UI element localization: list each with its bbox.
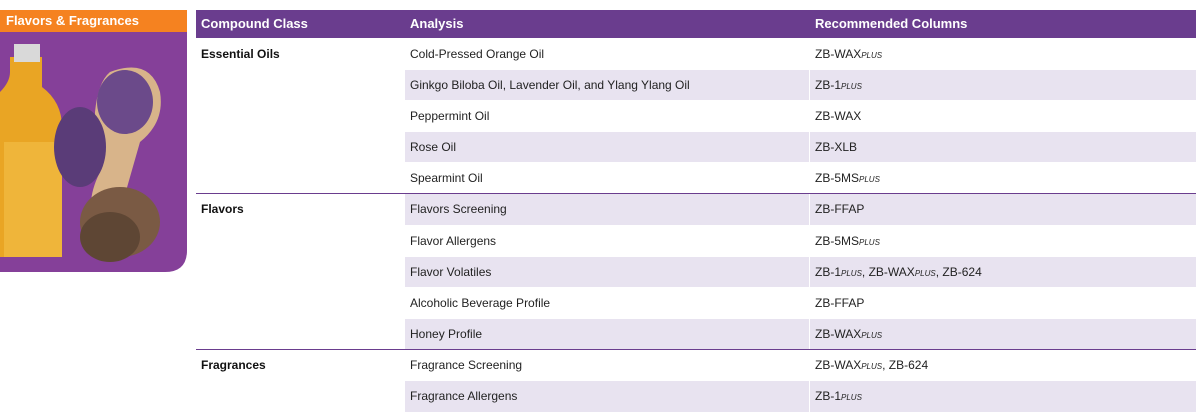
columns-cell: ZB-WAX [810,101,1196,131]
columns-cell: ZB-1PLUS [810,70,1196,100]
column-name: ZB-5MS [815,234,859,248]
analysis-cell: Flavor Volatiles [405,257,809,287]
column-name: ZB-FFAP [815,202,864,216]
analysis-cell: Honey Profile [405,319,809,349]
analysis-cell: Fragrance Screening [405,350,809,380]
column-name: ZB-WAX [815,109,861,123]
columns-text: ZB-XLB [815,140,857,154]
column-header: Recommended Columns [810,10,1196,38]
column-name: ZB-WAX [815,358,861,372]
column-header: Compound Class [196,10,405,38]
columns-cell: ZB-1PLUS [810,381,1196,411]
photo [0,32,187,272]
analysis-cell: Spearmint Oil [405,163,809,193]
columns-text: ZB-WAX [815,109,861,123]
columns-text: ZB-WAXPLUS, ZB-624 [815,358,928,372]
columns-text: ZB-5MSPLUS [815,234,880,248]
plus-suffix: PLUS [841,82,862,91]
page: Flavors & Fragrances Compound ClassAnaly… [0,0,1204,412]
analysis-cell: Alcoholic Beverage Profile [405,288,809,318]
compound-class: Essential Oils [196,38,405,69]
compound-class: Fragrances [196,350,405,381]
analysis-cell: Fragrance Allergens [405,381,809,411]
columns-text: ZB-FFAP [815,202,864,216]
analysis-cell: Peppermint Oil [405,101,809,131]
plus-suffix: PLUS [861,362,882,371]
column-name: , ZB-624 [936,265,982,279]
column-name: ZB-WAX [815,47,861,61]
columns-cell: ZB-WAXPLUS [810,319,1196,349]
column-header: Analysis [405,10,810,38]
columns-text: ZB-1PLUS, ZB-WAXPLUS, ZB-624 [815,265,982,279]
column-name: ZB-FFAP [815,296,864,310]
column-name: ZB-XLB [815,140,857,154]
columns-text: ZB-1PLUS [815,78,862,92]
analysis-cell: Ginkgo Biloba Oil, Lavender Oil, and Yla… [405,70,809,100]
column-name: ZB-1 [815,78,841,92]
analysis-cell: Flavors Screening [405,194,809,224]
column-name: ZB-WAX [815,327,861,341]
columns-cell: ZB-FFAP [810,288,1196,318]
columns-cell: ZB-WAXPLUS [810,39,1196,69]
columns-text: ZB-1PLUS [815,389,862,403]
plus-suffix: PLUS [861,51,882,60]
column-name: ZB-5MS [815,171,859,185]
column-name: , ZB-WAX [862,265,915,279]
column-name: ZB-1 [815,265,841,279]
columns-cell: ZB-XLB [810,132,1196,162]
columns-cell: ZB-1PLUS, ZB-WAXPLUS, ZB-624 [810,257,1196,287]
analysis-cell: Cold-Pressed Orange Oil [405,39,809,69]
analysis-cell: Flavor Allergens [405,226,809,256]
columns-cell: ZB-5MSPLUS [810,226,1196,256]
compound-class: Flavors [196,194,405,225]
plus-suffix: PLUS [859,175,880,184]
columns-cell: ZB-WAXPLUS, ZB-624 [810,350,1196,380]
plus-suffix: PLUS [915,269,936,278]
columns-cell: ZB-5MSPLUS [810,163,1196,193]
columns-text: ZB-5MSPLUS [815,171,880,185]
column-name: , ZB-624 [882,358,928,372]
columns-text: ZB-WAXPLUS [815,47,882,61]
column-name: ZB-1 [815,389,841,403]
analysis-cell: Rose Oil [405,132,809,162]
columns-cell: ZB-FFAP [810,194,1196,224]
plus-suffix: PLUS [841,269,862,278]
columns-text: ZB-FFAP [815,296,864,310]
sidebar-title: Flavors & Fragrances [0,10,187,32]
plus-suffix: PLUS [841,393,862,402]
plus-suffix: PLUS [861,331,882,340]
plus-suffix: PLUS [859,238,880,247]
columns-text: ZB-WAXPLUS [815,327,882,341]
